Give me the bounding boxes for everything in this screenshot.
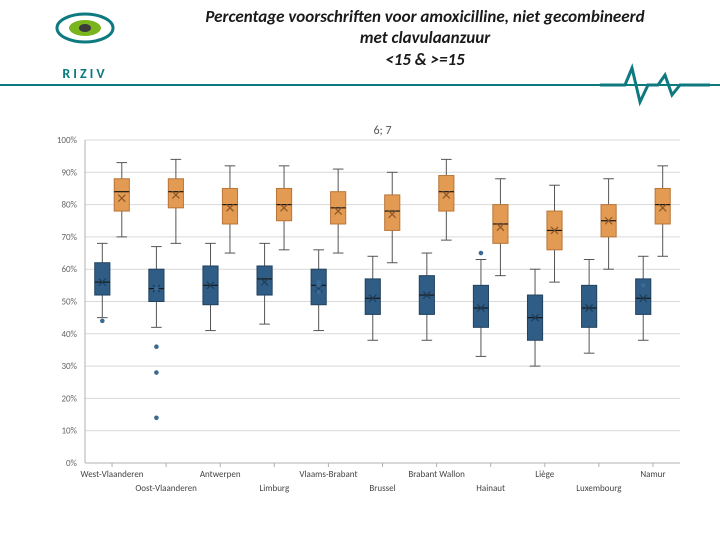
title-line: met clavulaanzuur xyxy=(360,27,490,48)
header: RIZIV Percentage voorschriften voor amox… xyxy=(0,0,720,100)
category-label: Limburg xyxy=(259,483,290,494)
box xyxy=(257,266,272,295)
outlier xyxy=(316,290,321,295)
category-label: Luxembourg xyxy=(576,483,622,494)
box xyxy=(473,285,488,327)
outlier xyxy=(154,344,159,349)
y-tick-label: 70% xyxy=(61,232,77,243)
y-tick-label: 50% xyxy=(61,297,77,308)
boxplot-chart: 0% 10% 20% 30% 40% 50% 60% 70% 80% 90% 100% 6; 7 Wes… xyxy=(30,118,690,518)
y-tick-label: 60% xyxy=(61,264,77,275)
outlier xyxy=(154,370,159,375)
box xyxy=(385,195,400,231)
y-tick-label: 10% xyxy=(61,426,77,437)
ekg-icon xyxy=(600,60,710,110)
box xyxy=(222,188,237,224)
outlier xyxy=(641,283,646,288)
category-label: Liège xyxy=(535,469,554,480)
y-tick-label: 0% xyxy=(66,458,78,469)
y-tick-label: 90% xyxy=(61,167,77,178)
category-label: West-Vlaanderen xyxy=(81,469,144,480)
category-label: Brabant Wallon xyxy=(408,469,465,480)
y-tick-label: 40% xyxy=(61,329,77,340)
chart-subtitle: 6; 7 xyxy=(373,124,391,138)
category-label: Brussel xyxy=(369,483,395,494)
outlier xyxy=(100,319,105,324)
outlier xyxy=(479,251,484,256)
box xyxy=(439,176,454,212)
y-tick-label: 100% xyxy=(57,135,78,146)
box xyxy=(168,179,183,208)
outlier xyxy=(316,280,321,285)
category-label: Oost-Vlaanderen xyxy=(135,483,197,494)
riziv-logo: RIZIV xyxy=(40,6,130,82)
box xyxy=(582,285,597,327)
category-label: Vlaams-Brabant xyxy=(299,469,357,480)
outlier xyxy=(154,415,159,420)
box xyxy=(365,279,380,315)
title-line: Percentage voorschriften voor amoxicilli… xyxy=(205,6,644,27)
category-label: Antwerpen xyxy=(200,469,241,480)
category-label: Namur xyxy=(640,469,665,480)
box xyxy=(655,188,670,224)
category-label: Hainaut xyxy=(476,483,505,494)
box xyxy=(149,269,164,301)
box xyxy=(114,179,129,211)
box xyxy=(95,263,110,295)
title-line: <15 & >=15 xyxy=(385,49,465,70)
y-tick-label: 80% xyxy=(61,200,77,211)
y-tick-label: 20% xyxy=(61,393,77,404)
y-tick-label: 30% xyxy=(61,361,77,372)
outlier xyxy=(154,286,159,291)
